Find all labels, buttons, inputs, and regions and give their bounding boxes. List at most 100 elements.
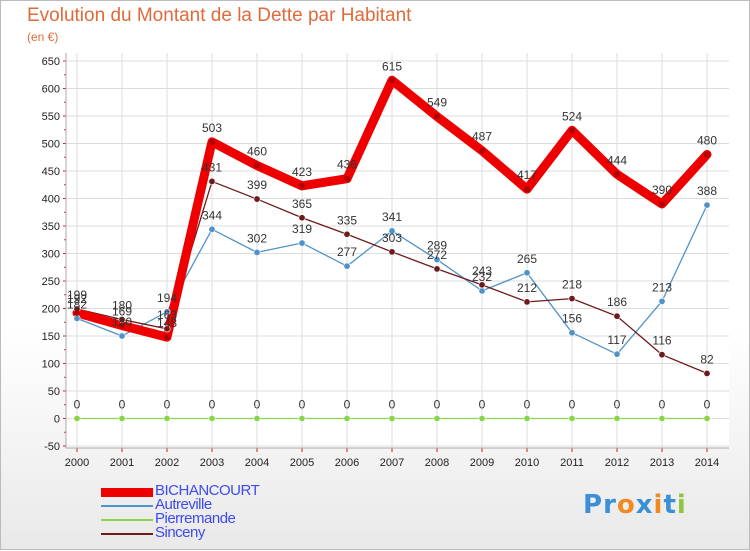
data-label: 117: [607, 333, 626, 347]
legend-label: BICHANCOURT: [155, 482, 260, 499]
data-point: [613, 312, 621, 320]
data-label: 232: [472, 270, 492, 284]
x-tick-label: 2000: [65, 457, 89, 469]
x-tick-label: 2012: [605, 457, 629, 469]
plot-area: [66, 53, 729, 448]
legend-label: Autreville: [155, 496, 212, 513]
data-point: [613, 414, 621, 422]
data-label: 0: [119, 398, 126, 412]
data-label: 0: [569, 398, 576, 412]
legend-swatch: [101, 533, 153, 535]
data-point: [118, 414, 126, 422]
data-label: 150: [112, 315, 132, 329]
data-label: 388: [697, 184, 717, 198]
data-point: [478, 414, 486, 422]
data-label: 156: [562, 312, 582, 326]
data-point: [703, 369, 711, 377]
data-label: 444: [607, 153, 627, 167]
data-label: 0: [524, 398, 531, 412]
logo-letter: r: [603, 490, 617, 520]
x-tick-label: 2007: [380, 457, 404, 469]
data-label: 272: [427, 248, 447, 262]
data-point: [118, 332, 126, 340]
data-label: 480: [697, 134, 717, 148]
x-tick-label: 2008: [425, 457, 449, 469]
data-point: [659, 201, 665, 207]
data-point: [569, 127, 575, 134]
data-point: [433, 414, 441, 422]
data-point: [74, 309, 80, 316]
data-point: [209, 138, 215, 145]
data-point: [658, 297, 666, 305]
chart-title: Evolution du Montant de la Dette par Hab…: [27, 5, 412, 26]
data-point: [208, 414, 216, 422]
x-tick-label: 2011: [560, 457, 584, 469]
data-label: 0: [164, 398, 171, 412]
data-label: 503: [202, 121, 222, 135]
logo-letter: x: [635, 490, 654, 520]
data-label: 0: [659, 398, 666, 412]
x-tick-label: 2013: [650, 457, 674, 469]
data-label: 0: [344, 398, 351, 412]
data-point: [163, 308, 171, 316]
data-point: [703, 201, 711, 209]
data-point: [523, 269, 531, 277]
data-point: [254, 162, 260, 169]
data-label: 390: [652, 183, 672, 197]
data-point: [164, 334, 170, 341]
data-point: [523, 298, 531, 306]
y-tick-label: 250: [42, 276, 60, 288]
y-tick-label: 400: [42, 194, 60, 206]
proxiti-logo: Proxiti: [583, 490, 687, 520]
data-point: [253, 414, 261, 422]
data-label: 303: [382, 231, 402, 245]
data-point: [658, 351, 666, 359]
x-tick-label: 2014: [695, 457, 719, 469]
chart-subtitle: (en €): [27, 30, 59, 44]
data-label: 399: [247, 178, 267, 192]
y-tick-label: 0: [54, 414, 60, 426]
data-label: 319: [292, 222, 312, 236]
x-tick-label: 2006: [335, 457, 359, 469]
data-label: 212: [517, 281, 537, 295]
data-label: 163: [157, 308, 177, 322]
data-label: 417: [517, 168, 537, 182]
data-label: 549: [427, 96, 447, 110]
y-tick-label: 300: [42, 249, 60, 261]
y-tick-label: 600: [42, 84, 60, 96]
data-point: [343, 262, 351, 270]
logo-letter: P: [583, 490, 604, 520]
logo-letter: i: [676, 490, 687, 520]
y-tick-label: 50: [48, 386, 60, 398]
data-point: [568, 329, 576, 337]
data-label: 182: [67, 297, 87, 311]
y-tick-label: 500: [42, 139, 60, 151]
data-labels: 0 0 0 0 0 0 0 0 0 0 0 0 0 0 0 182 150 194 344 302 319 277 341 2…: [67, 59, 717, 411]
data-label: 431: [202, 160, 222, 174]
data-point: [299, 182, 305, 189]
data-point: [478, 287, 486, 295]
data-point: [614, 171, 620, 178]
x-tick-label: 2009: [470, 457, 494, 469]
data-label: 192: [67, 292, 87, 306]
data-point: [208, 177, 216, 185]
data-point: [343, 414, 351, 422]
legend-item: Sinceny: [101, 524, 401, 541]
data-label: 116: [652, 334, 671, 348]
x-tick-label: 2001: [110, 457, 134, 469]
data-point: [389, 77, 395, 84]
data-label: 302: [247, 231, 267, 245]
data-label: 0: [614, 398, 621, 412]
data-label: 615: [382, 59, 402, 73]
data-label: 341: [382, 210, 402, 224]
data-label: 277: [337, 245, 357, 259]
data-point: [298, 414, 306, 422]
data-point: [298, 239, 306, 247]
legend-label: Sinceny: [155, 524, 205, 541]
data-label: 213: [652, 280, 672, 294]
series-points: [73, 77, 711, 422]
data-label: 0: [299, 398, 306, 412]
data-point: [388, 227, 396, 235]
data-label: 0: [389, 398, 396, 412]
